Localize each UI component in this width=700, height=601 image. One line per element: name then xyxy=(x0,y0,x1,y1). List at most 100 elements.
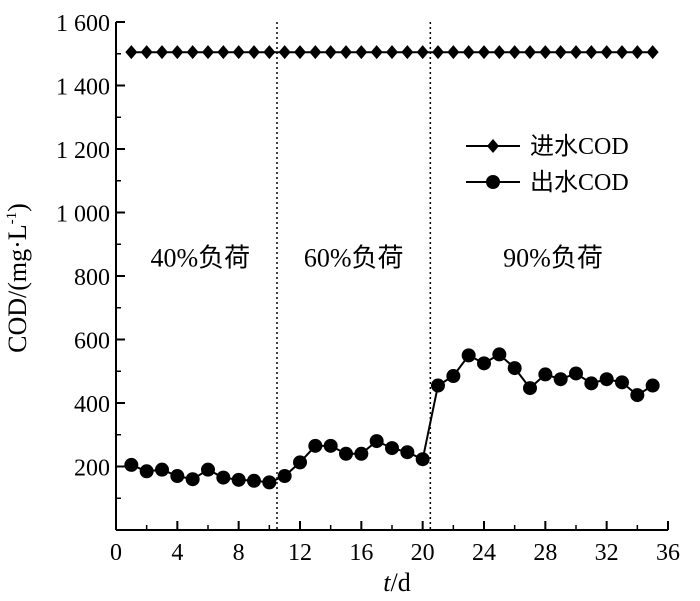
legend-label: 进水COD xyxy=(530,133,629,160)
effluent-cod-point xyxy=(492,347,507,362)
influent-cod-point xyxy=(416,45,429,60)
influent-cod-point xyxy=(202,45,214,60)
y-tick-label: 400 xyxy=(74,392,110,418)
effluent-cod-point xyxy=(523,381,537,396)
x-tick-label: 4 xyxy=(171,540,183,566)
y-tick-label: 600 xyxy=(74,329,110,355)
x-tick-label: 16 xyxy=(349,540,373,566)
effluent-cod-point xyxy=(477,356,491,371)
influent-cod-point xyxy=(370,45,383,60)
effluent-cod-point xyxy=(400,445,415,460)
effluent-cod-point xyxy=(645,378,660,393)
influent-cod-point xyxy=(217,45,230,60)
effluent-cod-point xyxy=(615,375,629,390)
x-tick-label: 24 xyxy=(472,540,496,566)
effluent-cod-point xyxy=(369,434,384,449)
influent-cod-point xyxy=(171,45,184,60)
effluent-cod-point xyxy=(339,446,353,461)
y-axis-title: COD/(mg·L-1) xyxy=(3,203,32,353)
x-tick-label: 36 xyxy=(656,540,680,566)
legend-marker-diamond xyxy=(487,139,499,153)
x-tick-labels: 0 4 8 12 16 20 24 28 32 36 xyxy=(110,540,680,566)
x-tick-label: 28 xyxy=(533,540,557,566)
y-tick-label: 200 xyxy=(74,456,110,482)
x-tick-label: 12 xyxy=(288,540,312,566)
series-markers xyxy=(124,45,660,490)
x-tick-label: 0 xyxy=(110,540,122,566)
effluent-cod-point xyxy=(415,452,430,467)
influent-cod-point xyxy=(125,45,138,60)
legend: 进水COD 出水COD xyxy=(466,133,629,196)
y-axis-title-close: ) xyxy=(3,203,32,212)
y-axis-title-main: COD/(mg·L xyxy=(3,224,32,353)
influent-cod-point xyxy=(646,45,659,60)
influent-cod-point xyxy=(263,45,276,60)
effluent-cod-point xyxy=(538,367,553,382)
effluent-cod-point xyxy=(354,446,369,461)
phase-labels: 40%负荷 60%负荷 90%负荷 xyxy=(150,243,602,272)
effluent-cod-point xyxy=(139,464,154,479)
influent-cod-point xyxy=(340,45,352,60)
effluent-cod-point xyxy=(569,366,583,381)
phase-label: 60%负荷 xyxy=(304,243,404,272)
effluent-cod-point xyxy=(446,369,461,384)
effluent-cod-point xyxy=(262,475,277,490)
influent-cod-point xyxy=(616,45,628,60)
effluent-cod-point xyxy=(584,376,599,391)
influent-cod-point xyxy=(524,45,536,60)
influent-cod-point xyxy=(631,45,644,60)
influent-cod-point xyxy=(493,45,506,60)
influent-cod-point xyxy=(278,45,291,60)
y-tick-label: 1 000 xyxy=(56,202,110,228)
phase-label: 90%负荷 xyxy=(503,243,603,272)
influent-cod-point xyxy=(324,45,337,60)
effluent-cod-point xyxy=(216,470,231,485)
y-tick-label: 1 600 xyxy=(56,11,110,37)
effluent-cod-point xyxy=(507,361,522,376)
influent-cod-point xyxy=(232,45,245,60)
effluent-cod-point xyxy=(461,348,476,363)
effluent-cod-point xyxy=(155,462,169,477)
influent-cod-point xyxy=(447,45,460,60)
effluent-cod-point xyxy=(553,372,568,387)
influent-cod-point xyxy=(508,45,521,60)
effluent-cod-point xyxy=(599,372,614,387)
effluent-cod-point xyxy=(630,388,645,403)
y-tick-label: 1 400 xyxy=(56,75,110,101)
influent-cod-point xyxy=(309,45,322,60)
influent-cod-point xyxy=(539,45,552,60)
legend-marker-circle xyxy=(486,175,500,189)
y-tick-labels: 200 400 600 800 1 000 1 200 1 400 1 600 xyxy=(56,11,110,482)
influent-cod-point xyxy=(186,45,199,60)
effluent-cod-point xyxy=(201,462,215,477)
effluent-cod-point xyxy=(308,438,323,453)
x-axis-title-unit: /d xyxy=(391,568,411,597)
x-tick-label: 32 xyxy=(595,540,619,566)
influent-cod-point xyxy=(294,45,306,60)
influent-cod-point xyxy=(478,45,490,60)
y-tick-label: 800 xyxy=(74,265,110,291)
effluent-cod-point xyxy=(277,469,292,484)
influent-cod-point xyxy=(401,45,414,60)
influent-cod-point xyxy=(554,45,567,60)
influent-cod-point xyxy=(585,45,598,60)
effluent-cod-point xyxy=(247,473,261,488)
effluent-cod-point xyxy=(293,455,307,470)
effluent-cod-point xyxy=(124,457,139,472)
influent-cod-point xyxy=(248,45,260,60)
influent-cod-point xyxy=(140,45,153,60)
phase-label: 40%负荷 xyxy=(150,243,250,272)
x-axis-title-symbol: t xyxy=(383,568,391,597)
legend-label: 出水COD xyxy=(530,169,629,196)
influent-cod-point xyxy=(156,45,168,60)
x-tick-label: 8 xyxy=(233,540,245,566)
x-axis-title: t/d xyxy=(383,568,410,597)
y-tick-label: 1 200 xyxy=(56,138,110,164)
x-tick-label: 20 xyxy=(411,540,435,566)
tick-marks xyxy=(115,21,669,530)
effluent-cod-point xyxy=(385,441,399,456)
influent-cod-point xyxy=(600,45,613,60)
influent-cod-point xyxy=(462,45,475,60)
influent-cod-point xyxy=(355,45,368,60)
